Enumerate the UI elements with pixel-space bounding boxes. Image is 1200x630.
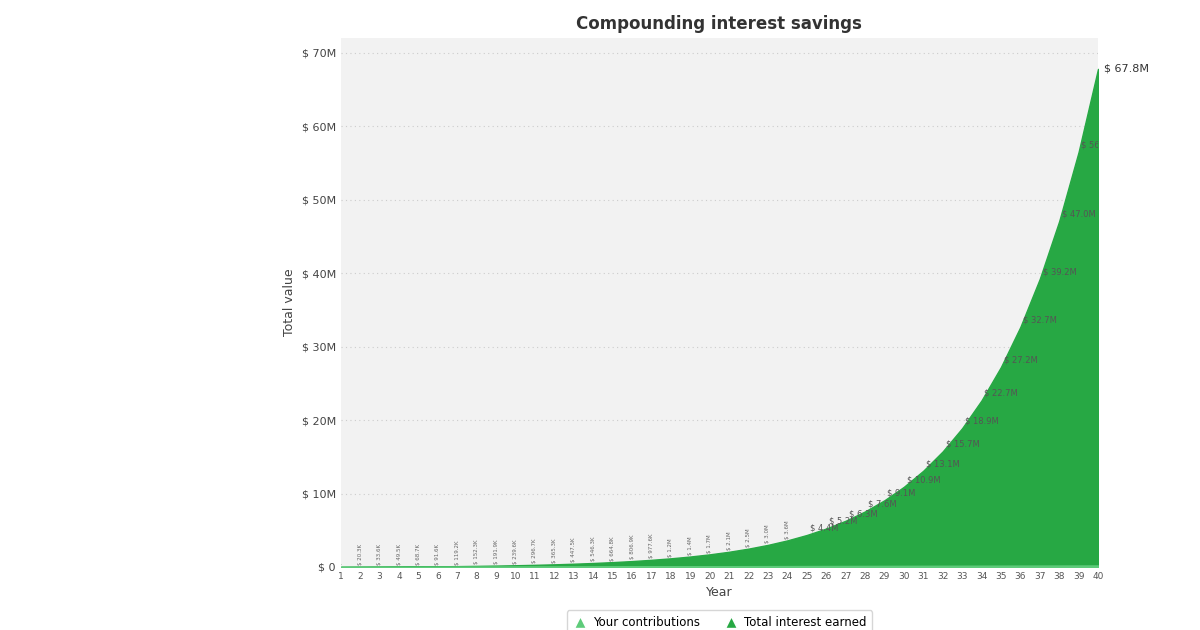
Text: $ 9.2K: $ 9.2K bbox=[338, 548, 343, 565]
Text: $ 9.1M: $ 9.1M bbox=[887, 489, 916, 498]
Text: $ 152.3K: $ 152.3K bbox=[474, 540, 479, 564]
Text: $ 49.5K: $ 49.5K bbox=[396, 544, 402, 565]
Text: $ 2.1M: $ 2.1M bbox=[727, 532, 732, 550]
Text: $ 239.6K: $ 239.6K bbox=[514, 539, 518, 564]
Title: Compounding interest savings: Compounding interest savings bbox=[576, 16, 863, 33]
Text: $ 20.3K: $ 20.3K bbox=[358, 544, 362, 565]
Text: Results: Results bbox=[30, 35, 95, 53]
Text: $ 191.9K: $ 191.9K bbox=[493, 539, 499, 564]
Text: $ 22.7M: $ 22.7M bbox=[984, 389, 1018, 398]
Text: $ 91.6K: $ 91.6K bbox=[436, 544, 440, 564]
Text: $ 67,770,934: $ 67,770,934 bbox=[190, 252, 312, 270]
Text: $ 67.8M: $ 67.8M bbox=[1104, 64, 1148, 74]
Text: $ 10.9M: $ 10.9M bbox=[907, 475, 941, 484]
Text: $ 7.6M: $ 7.6M bbox=[868, 500, 896, 509]
Text: $ 664.8K: $ 664.8K bbox=[610, 536, 616, 561]
Text: $ 5.2M: $ 5.2M bbox=[829, 517, 858, 526]
Text: $ 546.3K: $ 546.3K bbox=[590, 537, 595, 561]
Text: $ 119.2K: $ 119.2K bbox=[455, 540, 460, 564]
Y-axis label: Total value: Total value bbox=[283, 268, 296, 336]
Text: $ 67.8M: $ 67.8M bbox=[1100, 57, 1135, 66]
Legend: Your contributions, Total interest earned: Your contributions, Total interest earne… bbox=[566, 610, 872, 630]
Text: $ 15.7M: $ 15.7M bbox=[946, 440, 979, 449]
Text: $ 32.7M: $ 32.7M bbox=[1024, 315, 1057, 324]
Text: $ 1.4M: $ 1.4M bbox=[688, 536, 692, 555]
X-axis label: Year: Year bbox=[706, 587, 733, 599]
Text: $ 447.5K: $ 447.5K bbox=[571, 537, 576, 562]
Text: $ 68.7K: $ 68.7K bbox=[416, 544, 421, 565]
Text: $ 39.2M: $ 39.2M bbox=[1043, 267, 1076, 276]
Text: $ 33.6K: $ 33.6K bbox=[377, 544, 382, 565]
Text: Your compounded
returns:: Your compounded returns: bbox=[30, 161, 150, 188]
Text: $ 18.9M: $ 18.9M bbox=[965, 416, 998, 426]
Text: $ 3.6M: $ 3.6M bbox=[785, 520, 790, 539]
Text: $ 67,558,934: $ 67,558,934 bbox=[224, 150, 312, 163]
Text: $ 3.0M: $ 3.0M bbox=[766, 525, 770, 543]
Text: Total value of your
investment:: Total value of your investment: bbox=[30, 230, 152, 258]
Text: $ 13.1M: $ 13.1M bbox=[926, 459, 960, 468]
Text: Your contributions:: Your contributions: bbox=[30, 110, 155, 123]
Text: $ 212,000: $ 212,000 bbox=[245, 110, 312, 123]
Text: $ 1.7M: $ 1.7M bbox=[707, 534, 712, 553]
Text: $ 806.9K: $ 806.9K bbox=[630, 535, 635, 559]
Text: $ 6.3M: $ 6.3M bbox=[848, 509, 877, 518]
Text: $ 365.3K: $ 365.3K bbox=[552, 538, 557, 563]
Text: $ 4.4M: $ 4.4M bbox=[810, 524, 838, 532]
Text: $ 47.0M: $ 47.0M bbox=[1062, 210, 1096, 219]
Text: $ 56.5M: $ 56.5M bbox=[1081, 140, 1115, 149]
Text: $ 27.2M: $ 27.2M bbox=[1004, 355, 1038, 364]
Text: Your plan: Your plan bbox=[30, 72, 107, 88]
Text: $ 977.6K: $ 977.6K bbox=[649, 534, 654, 558]
Text: $ 2.5M: $ 2.5M bbox=[746, 529, 751, 547]
Text: $ 1.2M: $ 1.2M bbox=[668, 538, 673, 557]
Text: $ 296.7K: $ 296.7K bbox=[533, 539, 538, 563]
